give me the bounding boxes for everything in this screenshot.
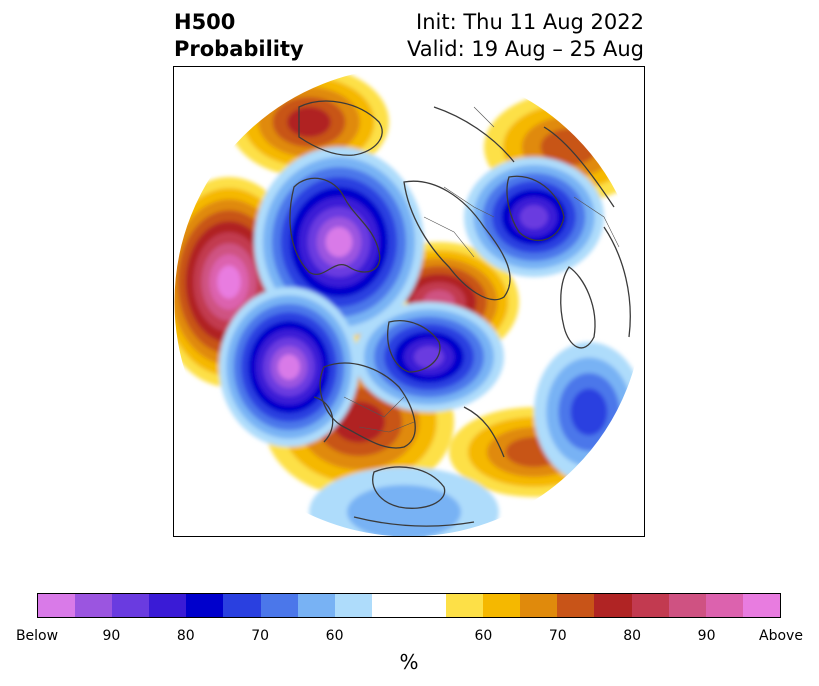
colorbar-segment — [297, 594, 335, 617]
colorbar-tick-label: 70 — [548, 628, 567, 644]
valid-range: Valid: 19 Aug – 25 Aug — [406, 37, 644, 61]
colorbar-segment — [260, 594, 298, 617]
below-normal-center — [219, 287, 359, 447]
colorbar-segment — [705, 594, 743, 617]
colorbar-tick-label: 60 — [474, 628, 493, 644]
colorbar-tick-label: 90 — [697, 628, 716, 644]
colorbar-segment — [742, 594, 780, 617]
colorbar-tick-label: 70 — [251, 628, 270, 644]
probability-contour — [217, 265, 241, 299]
title-left: H500 Probability — [174, 9, 304, 63]
probability-contour — [520, 205, 548, 229]
colorbar-segment — [594, 594, 632, 617]
colorbar-segment — [112, 594, 150, 617]
colorbar-segment — [371, 594, 409, 617]
init-date: Init: Thu 11 Aug 2022 — [416, 10, 644, 34]
colorbar-tick-label: Above — [759, 628, 803, 644]
colorbar-tick-label: Below — [15, 628, 59, 644]
colorbar-tick-label: 80 — [176, 628, 195, 644]
colorbar-segment — [408, 594, 447, 617]
colorbar-segment — [149, 594, 187, 617]
colorbar-segment — [446, 594, 484, 617]
colorbar-tick-label: 60 — [325, 628, 344, 644]
below-normal-center — [464, 157, 604, 277]
colorbar-segment — [38, 594, 76, 617]
map-panel — [173, 66, 645, 537]
title-variable: H500 — [174, 10, 236, 34]
colorbar-segment — [557, 594, 595, 617]
probability-contour — [570, 388, 608, 436]
colorbar-segment — [483, 594, 521, 617]
title-product: Probability — [174, 37, 304, 61]
colorbar-segment — [520, 594, 558, 617]
colorbar — [37, 593, 781, 618]
colorbar-tick-label: 90 — [102, 628, 121, 644]
colorbar-segment — [668, 594, 706, 617]
colorbar-segment — [186, 594, 224, 617]
colorbar-tick-label: 80 — [623, 628, 642, 644]
colorbar-segment — [223, 594, 261, 617]
probability-contour — [325, 227, 353, 257]
below-normal-center — [534, 342, 644, 482]
probability-contour — [277, 354, 301, 380]
coastlines — [289, 100, 631, 527]
below-normal-center — [354, 302, 504, 412]
colorbar-tick-labels: Below 90 80 70 60 60 70 80 90 Above — [0, 628, 819, 646]
title-right: Init: Thu 11 Aug 2022 Valid: 19 Aug – 25… — [407, 9, 644, 63]
colorbar-segment — [631, 594, 669, 617]
probability-field — [174, 67, 644, 536]
polar-map — [174, 67, 644, 536]
colorbar-unit: % — [399, 650, 419, 674]
colorbar-segment — [334, 594, 372, 617]
probability-contour — [287, 107, 331, 137]
probability-contour — [414, 346, 444, 368]
colorbar-segment — [75, 594, 113, 617]
